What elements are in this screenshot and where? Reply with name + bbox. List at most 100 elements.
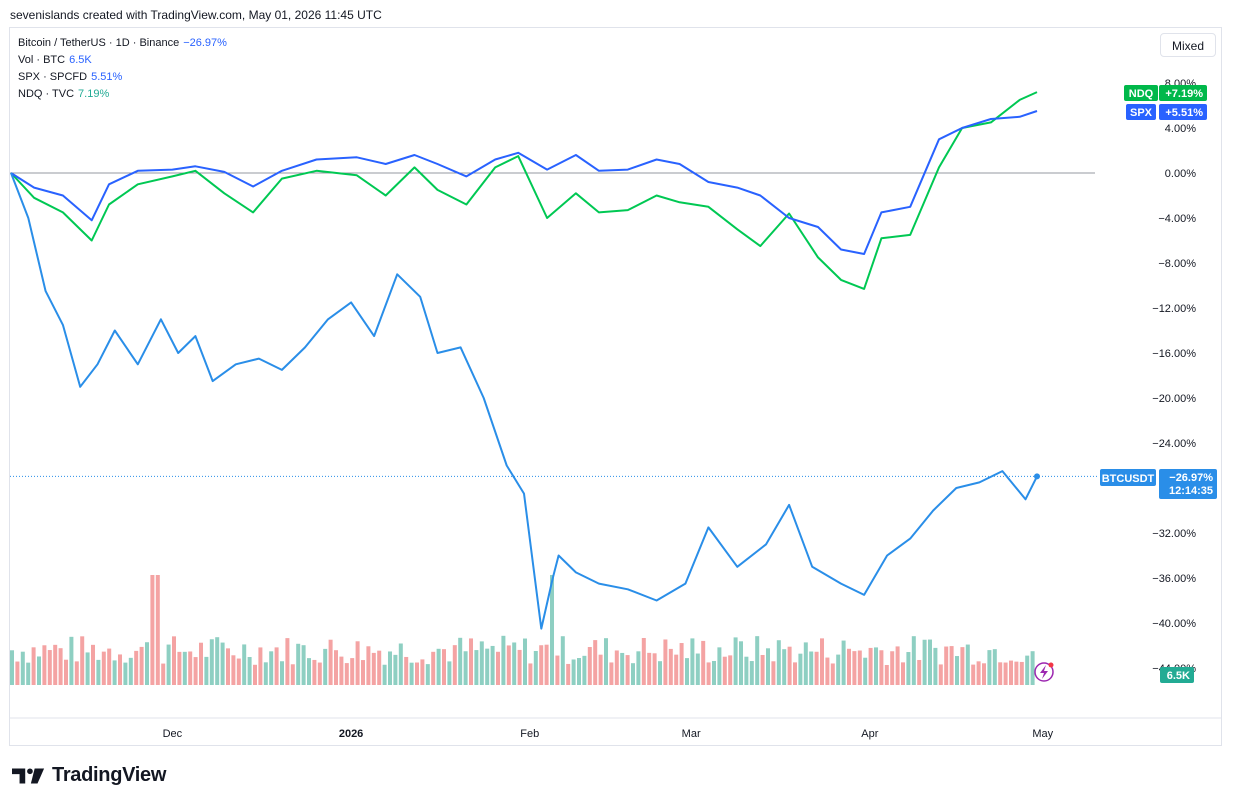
volume-bar [285, 638, 290, 685]
volume-bar [668, 648, 673, 685]
volume-bar [512, 642, 517, 685]
volume-bar [31, 647, 36, 685]
volume-bar [1025, 655, 1030, 685]
volume-bar [177, 651, 182, 685]
volume-bar [755, 636, 760, 685]
volume-bar [582, 655, 587, 685]
spx-value-badge-text: +5.51% [1165, 107, 1203, 119]
legend-label-spx: SPX · SPCFD [18, 71, 88, 83]
volume-bar [350, 658, 355, 685]
volume-bar [107, 648, 112, 685]
legend-row-vol[interactable]: Vol · BTC 6.5K [18, 52, 227, 69]
volume-bar [879, 650, 884, 685]
volume-bar [658, 661, 662, 685]
volume-bar [307, 658, 311, 685]
volume-bar [895, 646, 900, 685]
volume-bar [771, 661, 776, 685]
volume-bar [847, 648, 851, 685]
ndq-name-badge [1124, 85, 1158, 101]
volume-bar [987, 650, 992, 685]
x-tick-label: Feb [520, 728, 539, 740]
y-tick-label: 4.00% [1165, 123, 1196, 135]
volume-bar [442, 649, 446, 685]
volume-bar [469, 638, 473, 685]
spx-name-badge [1126, 104, 1156, 120]
series-line-ndq[interactable] [10, 91, 1038, 290]
series-line-btcusdt[interactable] [10, 172, 1038, 630]
volume-bar [388, 651, 392, 685]
volume-bar [712, 660, 716, 685]
volume-bar [15, 661, 20, 685]
btc-name-badge-text: BTCUSDT [1102, 473, 1155, 485]
legend-row-spx[interactable]: SPX · SPCFD 5.51% [18, 69, 227, 86]
volume-bar [749, 661, 754, 685]
volume-bar [722, 656, 727, 685]
volume-bar [215, 637, 220, 685]
volume-bar [836, 654, 841, 685]
volume-bar [571, 659, 576, 685]
volume-bar [323, 648, 328, 685]
volume-bar [577, 658, 581, 685]
x-tick-label: May [1032, 728, 1053, 740]
volume-bar [485, 648, 490, 685]
y-tick-label: 0.00% [1165, 168, 1196, 180]
legend-value-btc: −26.97% [183, 37, 227, 49]
volume-bar [825, 657, 830, 685]
volume-bar [296, 643, 301, 685]
volume-bar [625, 655, 630, 685]
volume-bar [220, 642, 225, 685]
volume-bar [944, 646, 949, 685]
volume-bar [436, 648, 441, 685]
scale-mode-button[interactable]: Mixed [1160, 33, 1216, 57]
volume-bar [101, 651, 106, 685]
volume-bar [123, 662, 128, 685]
tradingview-brand[interactable]: TradingView [12, 764, 166, 787]
legend-row-btc[interactable]: Bitcoin / TetherUS · 1D · Binance −26.97% [18, 35, 227, 52]
lightning-bolt-icon [1040, 665, 1048, 679]
volume-bar [10, 650, 14, 685]
ndq-value-badge-bg [1159, 85, 1207, 101]
legend-label-btc: Bitcoin / TetherUS · 1D · Binance [18, 37, 180, 49]
volume-bar [982, 663, 986, 685]
volume-bar [317, 662, 322, 685]
volume-bar [231, 655, 236, 685]
series-line-spx[interactable] [10, 110, 1038, 255]
legend-row-ndq[interactable]: NDQ · TVC 7.19% [18, 86, 227, 103]
vol-value-badge-text: 6.5K [1167, 670, 1190, 682]
volume-bar [555, 655, 560, 685]
volume-bar [533, 650, 538, 685]
volume-bar [890, 651, 895, 685]
volume-bar [901, 662, 905, 685]
volume-bar [274, 647, 279, 685]
volume-bar [371, 652, 376, 685]
volume-bar [204, 656, 209, 685]
volume-bar [474, 650, 479, 685]
volume-bar [96, 659, 101, 685]
chart-frame [9, 27, 1222, 746]
volume-bar [339, 656, 344, 685]
volume-bar [992, 649, 997, 685]
volume-bar [425, 664, 430, 685]
volume-bar [852, 651, 857, 685]
volume-bar [636, 651, 641, 685]
volume-bar [631, 663, 635, 685]
legend-value-ndq: 7.19% [78, 88, 110, 100]
y-tick-label: −4.00% [1158, 213, 1196, 225]
btc-name-badge [1100, 469, 1156, 486]
volume-bar [614, 650, 619, 685]
y-tick-label: −24.00% [1152, 438, 1196, 450]
volume-bar [998, 662, 1003, 685]
volume-bar [760, 654, 765, 685]
chart-legend: Bitcoin / TetherUS · 1D · Binance −26.97%… [18, 35, 227, 103]
volume-bar [42, 645, 47, 685]
volume-bar [776, 640, 781, 685]
volume-bar [506, 645, 511, 685]
volume-bar [193, 657, 198, 685]
volume-bar [598, 654, 603, 685]
ndq-value-badge-text: +7.19% [1165, 88, 1203, 100]
volume-bar [803, 642, 808, 685]
spx-name-badge-text: SPX [1130, 107, 1153, 119]
volume-bar [490, 645, 495, 685]
volume-bar [868, 647, 873, 685]
